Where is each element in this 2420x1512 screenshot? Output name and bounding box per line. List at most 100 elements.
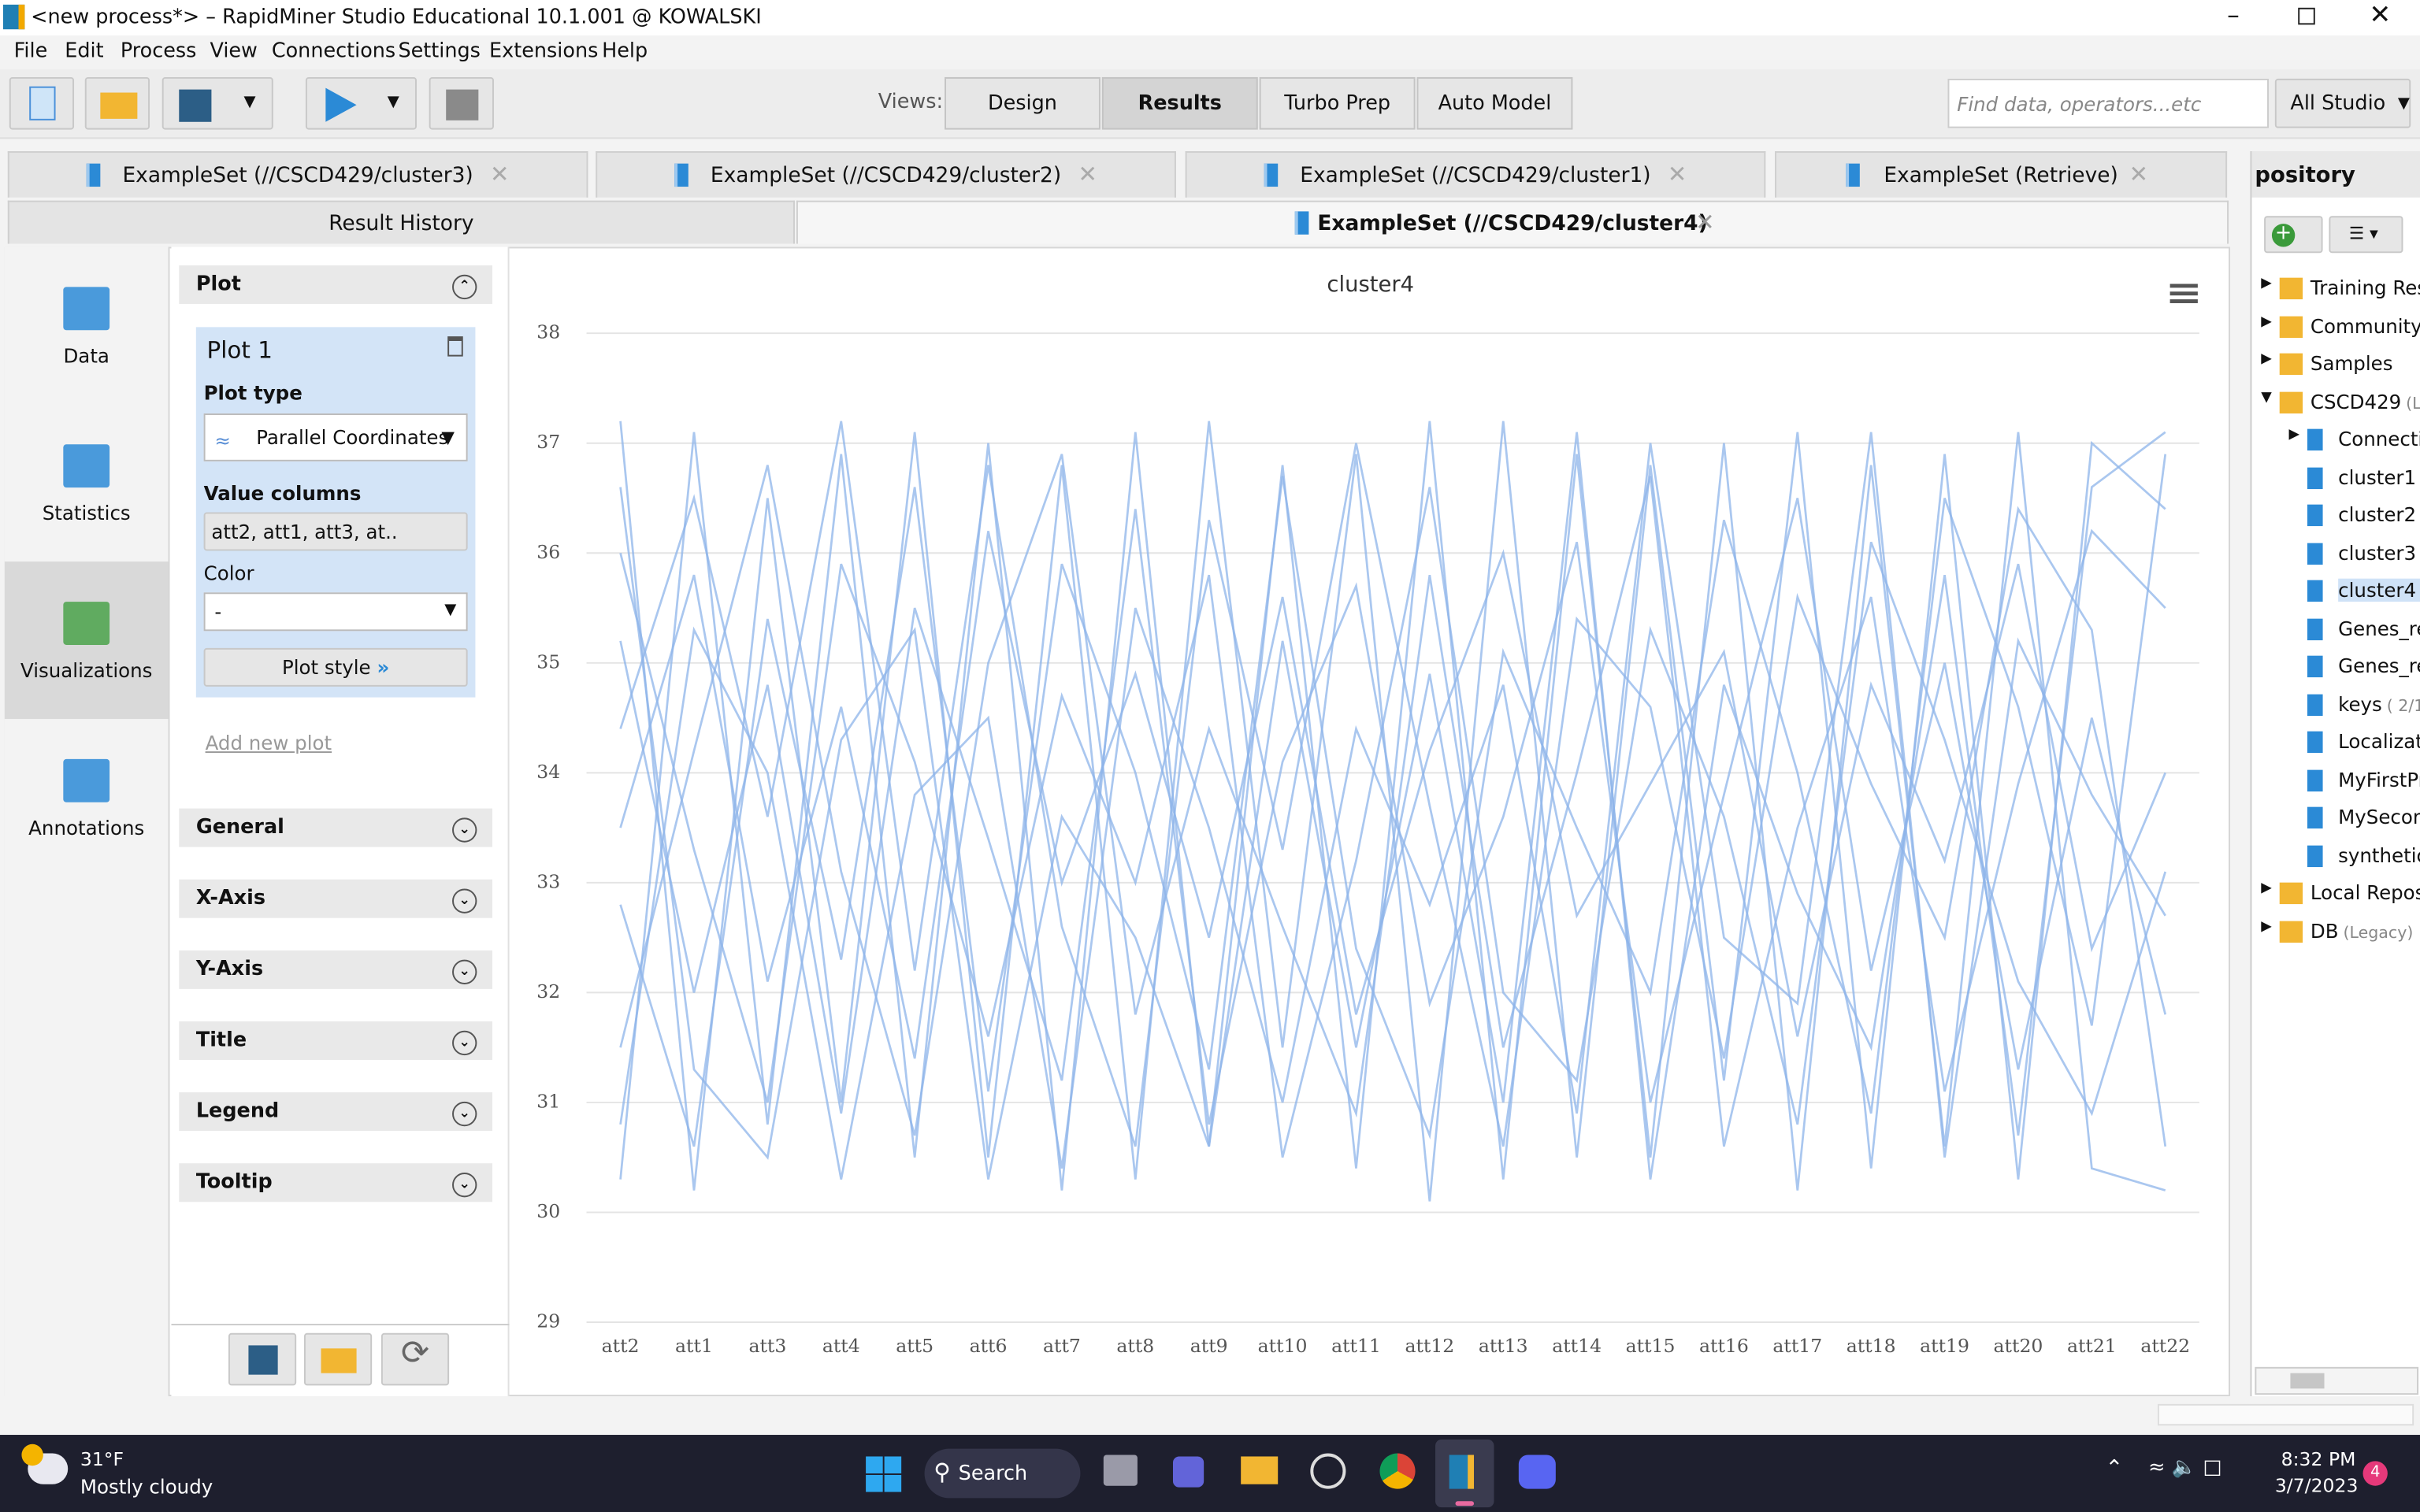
open-config[interactable]: [303, 1332, 373, 1386]
reset-config[interactable]: ⟳: [380, 1332, 450, 1386]
tree-item[interactable]: cluster4(: [2251, 574, 2420, 608]
new-button[interactable]: [9, 76, 75, 130]
run-button[interactable]: ▼: [305, 76, 417, 130]
tree-item[interactable]: ▶ Training Res: [2251, 272, 2420, 306]
section-header[interactable]: Legend ⌄: [179, 1092, 492, 1132]
start-button[interactable]: [866, 1456, 903, 1493]
tree-item[interactable]: Genes_re: [2251, 650, 2420, 684]
search-box[interactable]: Find data, operators...etc: [1947, 78, 2270, 128]
save-button[interactable]: ▼: [161, 76, 273, 130]
chart-menu[interactable]: [2169, 284, 2198, 303]
section-toggle[interactable]: ⌄: [452, 1172, 477, 1198]
menu-item[interactable]: File: [13, 39, 48, 64]
section-toggle[interactable]: ⌄: [452, 888, 477, 914]
tree-item[interactable]: cluster2(: [2251, 498, 2420, 532]
tree-item[interactable]: Genes_re: [2251, 612, 2420, 646]
tab-close[interactable]: ✕: [1078, 160, 1097, 189]
discord[interactable]: [1518, 1455, 1556, 1489]
taskbar-search[interactable]: ⚲ Search: [924, 1448, 1081, 1499]
tab-close[interactable]: ✕: [1667, 160, 1687, 189]
tab-close[interactable]: ✕: [489, 160, 510, 189]
result-tab[interactable]: ExampleSet (//CSCD429/cluster4) ✕: [796, 200, 2229, 244]
plot-type-dropdown[interactable]: Parallel Coordinates ≈ ▼: [203, 413, 468, 461]
tree-item[interactable]: ▶ Community S: [2251, 309, 2420, 343]
section-header[interactable]: Title ⌄: [179, 1021, 492, 1060]
section-toggle[interactable]: ⌄: [452, 959, 477, 984]
section-header[interactable]: X-Axis ⌄: [179, 879, 492, 918]
stop-button[interactable]: [429, 76, 494, 130]
maximize[interactable]: [2298, 7, 2315, 25]
section-header[interactable]: General ⌄: [179, 808, 492, 847]
minimize[interactable]: –: [2227, 0, 2240, 30]
tree-item[interactable]: cluster3(: [2251, 536, 2420, 570]
tree-item[interactable]: cluster1(: [2251, 461, 2420, 495]
tree-item[interactable]: ▶ Samples: [2251, 347, 2420, 381]
save-config[interactable]: [228, 1332, 297, 1386]
tray-chevron[interactable]: ⌃: [2105, 1456, 2124, 1481]
delete-plot[interactable]: [447, 336, 463, 357]
tab[interactable]: ExampleSet (//CSCD429/cluster3) ✕: [7, 151, 588, 198]
tree-item[interactable]: MyFirstPr: [2251, 763, 2420, 797]
menu-item[interactable]: Settings: [398, 39, 481, 64]
tree-item[interactable]: ▼ CSCD429 (L: [2251, 385, 2420, 419]
tree-item[interactable]: ▶ Connecti: [2251, 423, 2420, 457]
menu-item[interactable]: Connections: [271, 39, 396, 64]
tab-close[interactable]: ✕: [1695, 208, 1715, 236]
tree-item[interactable]: ▶ DB (Legacy): [2251, 914, 2420, 948]
view-button[interactable]: Turbo Prep: [1259, 76, 1416, 130]
tab[interactable]: ExampleSet (//CSCD429/cluster2) ✕: [596, 151, 1176, 198]
close[interactable]: ✕: [2369, 0, 2392, 32]
section-header[interactable]: Tooltip ⌄: [179, 1163, 492, 1203]
dell[interactable]: [1310, 1453, 1346, 1489]
scope-dropdown[interactable]: All Studio ▼: [2274, 78, 2411, 128]
menu-item[interactable]: View: [210, 39, 258, 64]
add-new-plot[interactable]: Add new plot: [205, 731, 332, 755]
menu-item[interactable]: Edit: [65, 39, 104, 64]
menu-item[interactable]: Help: [602, 39, 648, 64]
nav-item[interactable]: Annotations: [5, 719, 169, 876]
tab-close[interactable]: ✕: [2129, 160, 2149, 189]
chrome[interactable]: [1379, 1453, 1416, 1489]
plot-style-button[interactable]: Plot style»: [203, 647, 468, 687]
result-tab[interactable]: Result History: [7, 200, 795, 244]
nav-item[interactable]: Statistics: [5, 404, 169, 561]
tree-toggle[interactable]: ▶: [2261, 918, 2272, 935]
task-view[interactable]: [1103, 1455, 1138, 1486]
tree-item[interactable]: Localizati: [2251, 725, 2420, 759]
tree-toggle[interactable]: ▶: [2288, 427, 2300, 443]
section-toggle[interactable]: ⌄: [452, 1030, 477, 1056]
weather: Mostly cloudy: [80, 1474, 213, 1499]
tree-toggle[interactable]: ▶: [2261, 351, 2272, 368]
repository-menu[interactable]: ☰ ▾: [2329, 216, 2403, 254]
section-toggle[interactable]: ⌄: [452, 1101, 477, 1127]
tab[interactable]: ExampleSet (Retrieve) ✕: [1775, 151, 2228, 198]
section-toggle[interactable]: ⌄: [452, 817, 477, 843]
value-columns[interactable]: att2, att1, att3, at..: [203, 512, 468, 551]
teams[interactable]: [1172, 1456, 1204, 1488]
section-header[interactable]: Y-Axis ⌄: [179, 950, 492, 989]
nav-item[interactable]: Data: [5, 246, 169, 404]
tree-toggle[interactable]: ▶: [2261, 880, 2272, 897]
add-repository[interactable]: +: [2264, 216, 2323, 254]
tab[interactable]: ExampleSet (//CSCD429/cluster1) ✕: [1185, 151, 1766, 198]
color-dropdown[interactable]: - ▼: [203, 592, 468, 632]
explorer[interactable]: [1241, 1456, 1279, 1484]
tree-item[interactable]: keys( 2/1: [2251, 687, 2420, 721]
view-button[interactable]: Design: [945, 76, 1101, 130]
tree-toggle[interactable]: ▼: [2261, 389, 2272, 406]
plot-section-header[interactable]: Plot ⌃: [179, 265, 492, 304]
tree-item[interactable]: synthetic_: [2251, 839, 2420, 873]
tree-item[interactable]: MySecon: [2251, 801, 2420, 835]
tree-toggle[interactable]: ▶: [2261, 276, 2272, 292]
view-button[interactable]: Auto Model: [1416, 76, 1573, 130]
open-button[interactable]: [84, 76, 150, 130]
tree-toggle[interactable]: ▶: [2261, 313, 2272, 330]
menu-item[interactable]: Extensions: [489, 39, 599, 64]
nav-item[interactable]: Visualizations: [4, 561, 169, 719]
scrollbar[interactable]: [2255, 1366, 2419, 1395]
view-button[interactable]: Results: [1101, 76, 1258, 130]
notification-badge[interactable]: 4: [2362, 1461, 2388, 1486]
rapidminer-task[interactable]: [1435, 1439, 1494, 1508]
tree-item[interactable]: ▶ Local Repos: [2251, 876, 2420, 910]
menu-item[interactable]: Process: [120, 39, 197, 64]
